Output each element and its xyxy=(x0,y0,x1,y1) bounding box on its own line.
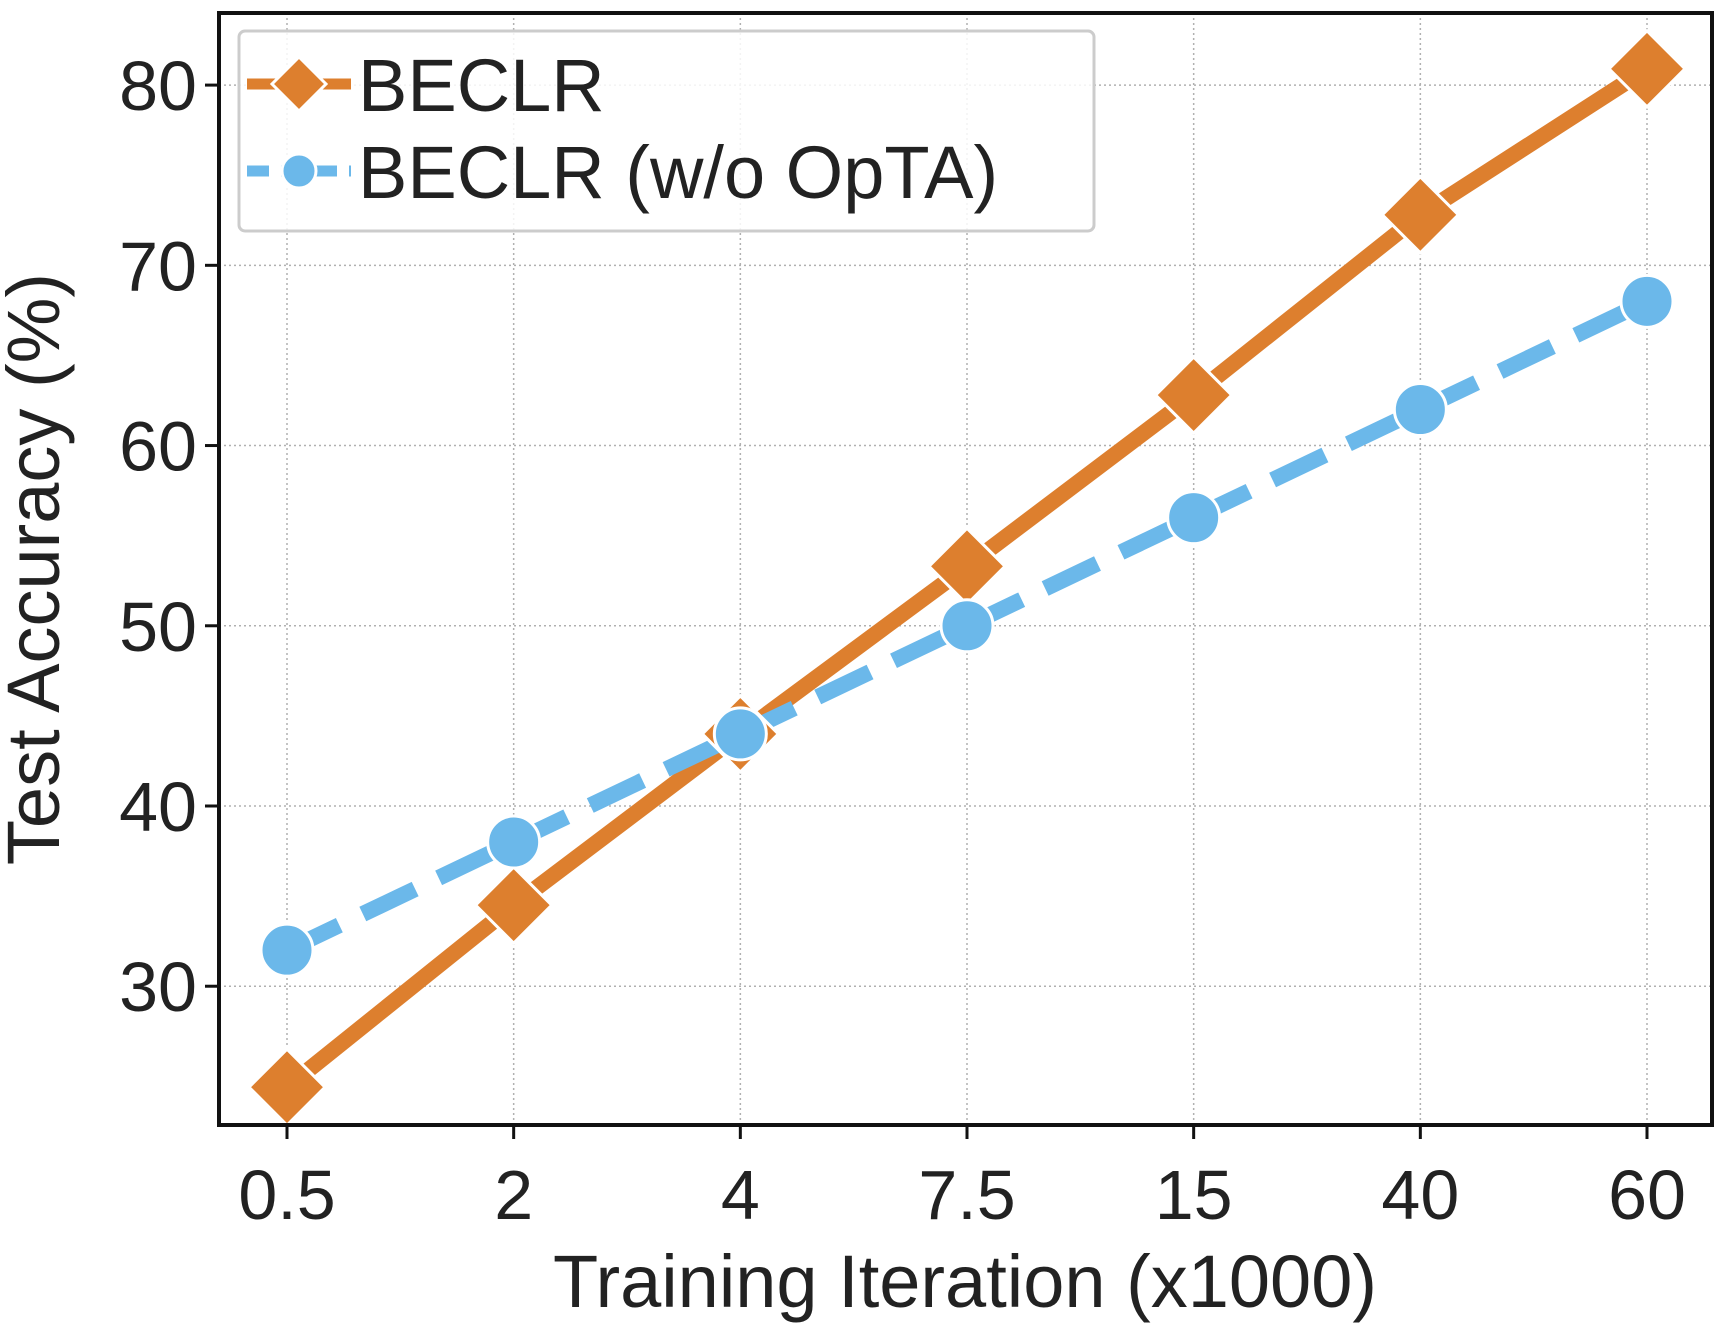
y-tick-label: 70 xyxy=(119,227,197,305)
x-tick-label: 60 xyxy=(1608,1156,1686,1234)
data-point-circle xyxy=(259,922,315,978)
x-tick-label: 7.5 xyxy=(918,1156,1015,1234)
data-point-circle xyxy=(712,706,768,762)
x-tick-label: 2 xyxy=(494,1156,533,1234)
y-axis-title: Test Accuracy (%) xyxy=(0,273,75,865)
y-tick-label: 80 xyxy=(119,47,197,125)
legend-box xyxy=(237,29,1096,233)
legend-marker-diamond xyxy=(269,54,329,114)
y-tick-label: 50 xyxy=(119,588,197,666)
legend-label: BECLR (w/o OpTA) xyxy=(358,131,998,214)
data-point-circle xyxy=(1619,273,1675,329)
legend-marker-circle xyxy=(280,152,318,190)
series-markers xyxy=(246,28,1688,1128)
y-tick-label: 40 xyxy=(119,768,197,846)
x-axis: 0.5 2 4 7.5 15 40 60 xyxy=(238,1125,1686,1234)
data-point-circle xyxy=(486,814,542,870)
data-point-diamond xyxy=(473,865,554,946)
x-tick-label: 40 xyxy=(1381,1156,1459,1234)
y-axis: 30 40 50 60 70 80 xyxy=(119,47,219,1026)
data-point-diamond xyxy=(1606,28,1688,109)
y-tick-label: 60 xyxy=(119,408,197,486)
y-tick-label: 30 xyxy=(119,948,197,1026)
legend-label: BECLR xyxy=(358,44,605,127)
x-tick-label: 4 xyxy=(721,1156,760,1234)
x-axis-title: Training Iteration (x1000) xyxy=(553,1240,1377,1323)
data-point-circle xyxy=(1392,381,1448,437)
data-point-diamond xyxy=(1153,354,1234,436)
x-tick-label: 0.5 xyxy=(238,1156,335,1234)
x-tick-label: 15 xyxy=(1155,1156,1233,1234)
data-point-circle xyxy=(1166,490,1222,546)
data-point-circle xyxy=(939,598,995,654)
data-point-diamond xyxy=(1380,174,1461,255)
